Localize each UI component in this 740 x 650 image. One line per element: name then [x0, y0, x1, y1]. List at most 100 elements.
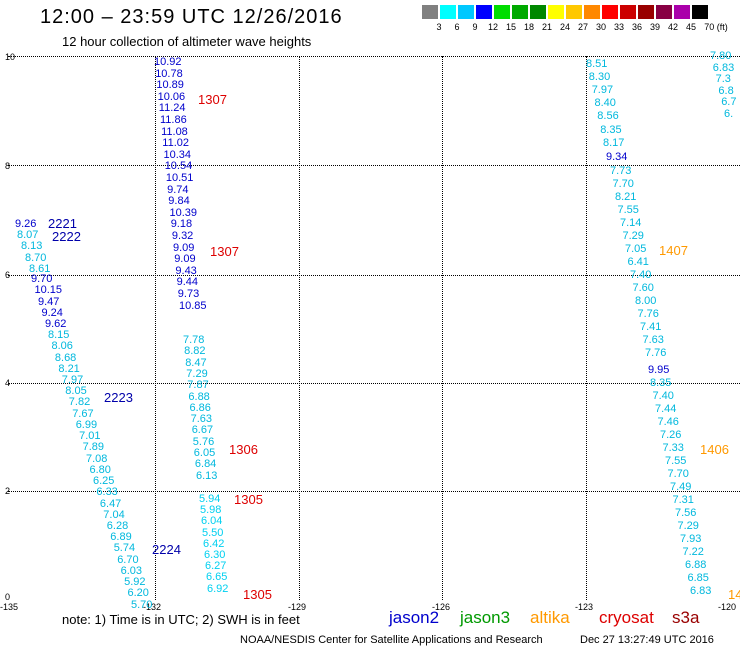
wave-height-point: 8.05 — [65, 385, 87, 398]
wave-height-point: 8.35 — [600, 123, 622, 136]
wave-height-point: 8.17 — [603, 136, 625, 149]
color-swatch — [422, 5, 438, 19]
wave-height-point: 7.63 — [190, 413, 213, 426]
wave-height-point: 6.80 — [89, 463, 111, 476]
wave-height-point: 6.13 — [196, 469, 218, 482]
track-id-label: 2221 — [48, 216, 77, 231]
wave-height-point: 9.47 — [38, 295, 60, 308]
wave-height-point: 6.89 — [110, 531, 132, 544]
wave-height-point: 6.42 — [203, 537, 225, 550]
wave-height-point: 7.22 — [682, 546, 704, 558]
wave-height-point: 9.26 — [15, 218, 37, 230]
wave-height-point: 9.44 — [176, 276, 199, 289]
wave-height-point: 6.67 — [191, 424, 214, 437]
wave-height-point: 9.34 — [606, 151, 628, 163]
color-scale-label: 24 — [559, 22, 570, 32]
color-swatch — [476, 5, 492, 19]
wave-height-point: 6.8 — [718, 84, 734, 97]
wave-height-point: 10.54 — [164, 160, 193, 173]
wave-height-point: 7.26 — [660, 429, 682, 441]
track-id-label: 2223 — [104, 390, 133, 405]
wave-height-point: 6.84 — [194, 458, 217, 471]
wave-height-point: 7.89 — [82, 441, 105, 454]
wave-height-point: 7.46 — [657, 416, 679, 428]
wave-height-point: 8.68 — [54, 351, 77, 364]
wave-height-point: 6.41 — [627, 256, 649, 268]
page-subtitle: 12 hour collection of altimeter wave hei… — [62, 34, 312, 49]
track-id-label: 2224 — [152, 542, 181, 557]
wave-height-point: 8.13 — [21, 240, 43, 253]
y-tick-label: 10 — [5, 52, 16, 62]
color-swatch — [530, 5, 546, 19]
color-scale-label: 3 — [436, 22, 442, 32]
wave-height-point: 5.70 — [131, 598, 153, 611]
wave-height-point: 10.34 — [163, 148, 192, 161]
legend-altika: altika — [530, 608, 570, 627]
wave-height-point: 10.06 — [157, 90, 186, 103]
wave-height-point: 8.35 — [650, 377, 672, 389]
wave-height-point: 6.27 — [205, 560, 227, 573]
gridline-lat-4 — [8, 383, 740, 384]
wave-height-point: 6.04 — [201, 515, 223, 528]
wave-height-point: 7.40 — [652, 390, 674, 402]
wave-height-point: 9.84 — [168, 195, 190, 208]
color-swatch — [602, 5, 618, 19]
x-tick-label: -126 — [432, 602, 451, 612]
wave-height-point: 7.76 — [645, 347, 667, 359]
wave-height-point: 7.78 — [183, 334, 205, 346]
wave-height-point: 6.33 — [96, 486, 118, 499]
wave-height-point: 6.99 — [75, 418, 98, 431]
map-plot-area — [8, 56, 740, 600]
wave-height-point: 10.51 — [165, 172, 194, 184]
wave-height-point: 7.97 — [591, 84, 614, 97]
wave-height-point: 7.55 — [617, 204, 639, 216]
wave-height-point: 8.82 — [184, 345, 206, 358]
wave-height-point: 7.70 — [667, 468, 689, 480]
color-swatch — [566, 5, 582, 19]
wave-height-point: 7.04 — [103, 508, 125, 521]
gridline-lat-8 — [8, 165, 740, 166]
color-scale-label: 36 — [631, 22, 642, 32]
wave-height-point: 7.93 — [680, 533, 702, 545]
gridline-lat-2 — [8, 491, 740, 492]
wave-height-point: 10.39 — [169, 206, 198, 219]
color-swatch — [548, 5, 564, 19]
wave-height-point: 9.62 — [45, 318, 67, 331]
wave-height-point: 7.70 — [612, 178, 634, 190]
wave-height-point: 9.74 — [167, 183, 189, 196]
wave-height-point: 5.92 — [124, 576, 146, 589]
color-swatch — [638, 5, 654, 19]
wave-height-point: 7.97 — [61, 373, 84, 386]
color-scale-label: 9 — [472, 22, 478, 32]
wave-height-point: 10.89 — [156, 79, 184, 92]
wave-height-point: 11.86 — [160, 114, 187, 126]
color-swatch — [692, 5, 708, 19]
wave-height-point: 6.88 — [188, 390, 210, 403]
track-id-label: 1306 — [229, 442, 258, 457]
track-id-label: 1407 — [659, 243, 688, 258]
wave-height-point: 7.63 — [642, 334, 664, 346]
generated-timestamp: Dec 27 13:27:49 UTC 2016 — [580, 634, 714, 646]
wave-height-point: 7.29 — [186, 367, 208, 380]
wave-height-point: 7.31 — [672, 494, 694, 506]
color-scale-label: 42 — [667, 22, 678, 32]
color-swatch — [440, 5, 456, 19]
color-scale-label: 27 — [577, 22, 588, 32]
wave-height-point: 8.40 — [594, 97, 616, 110]
wave-height-point: 8.56 — [597, 110, 619, 123]
wave-height-point: 7.56 — [675, 507, 697, 519]
color-scale-label: 12 — [487, 22, 498, 32]
wave-height-point: 6.03 — [120, 564, 143, 577]
wave-height-point: 8.30 — [588, 71, 611, 84]
wave-height-point: 9.09 — [174, 253, 196, 266]
footer-note: note: 1) Time is in UTC; 2) SWH is in fe… — [62, 612, 300, 627]
legend-jason2: jason2 — [389, 608, 440, 627]
gridline-lat-6 — [8, 275, 740, 276]
color-scale-label: 15 — [505, 22, 516, 32]
wave-height-point: 5.98 — [200, 504, 222, 517]
wave-height-point: 7.29 — [622, 230, 644, 242]
wave-height-point: 7.40 — [630, 269, 652, 281]
color-swatch — [494, 5, 510, 19]
wave-height-point: 7.87 — [187, 379, 209, 392]
wave-height-point: 9.32 — [171, 230, 194, 242]
